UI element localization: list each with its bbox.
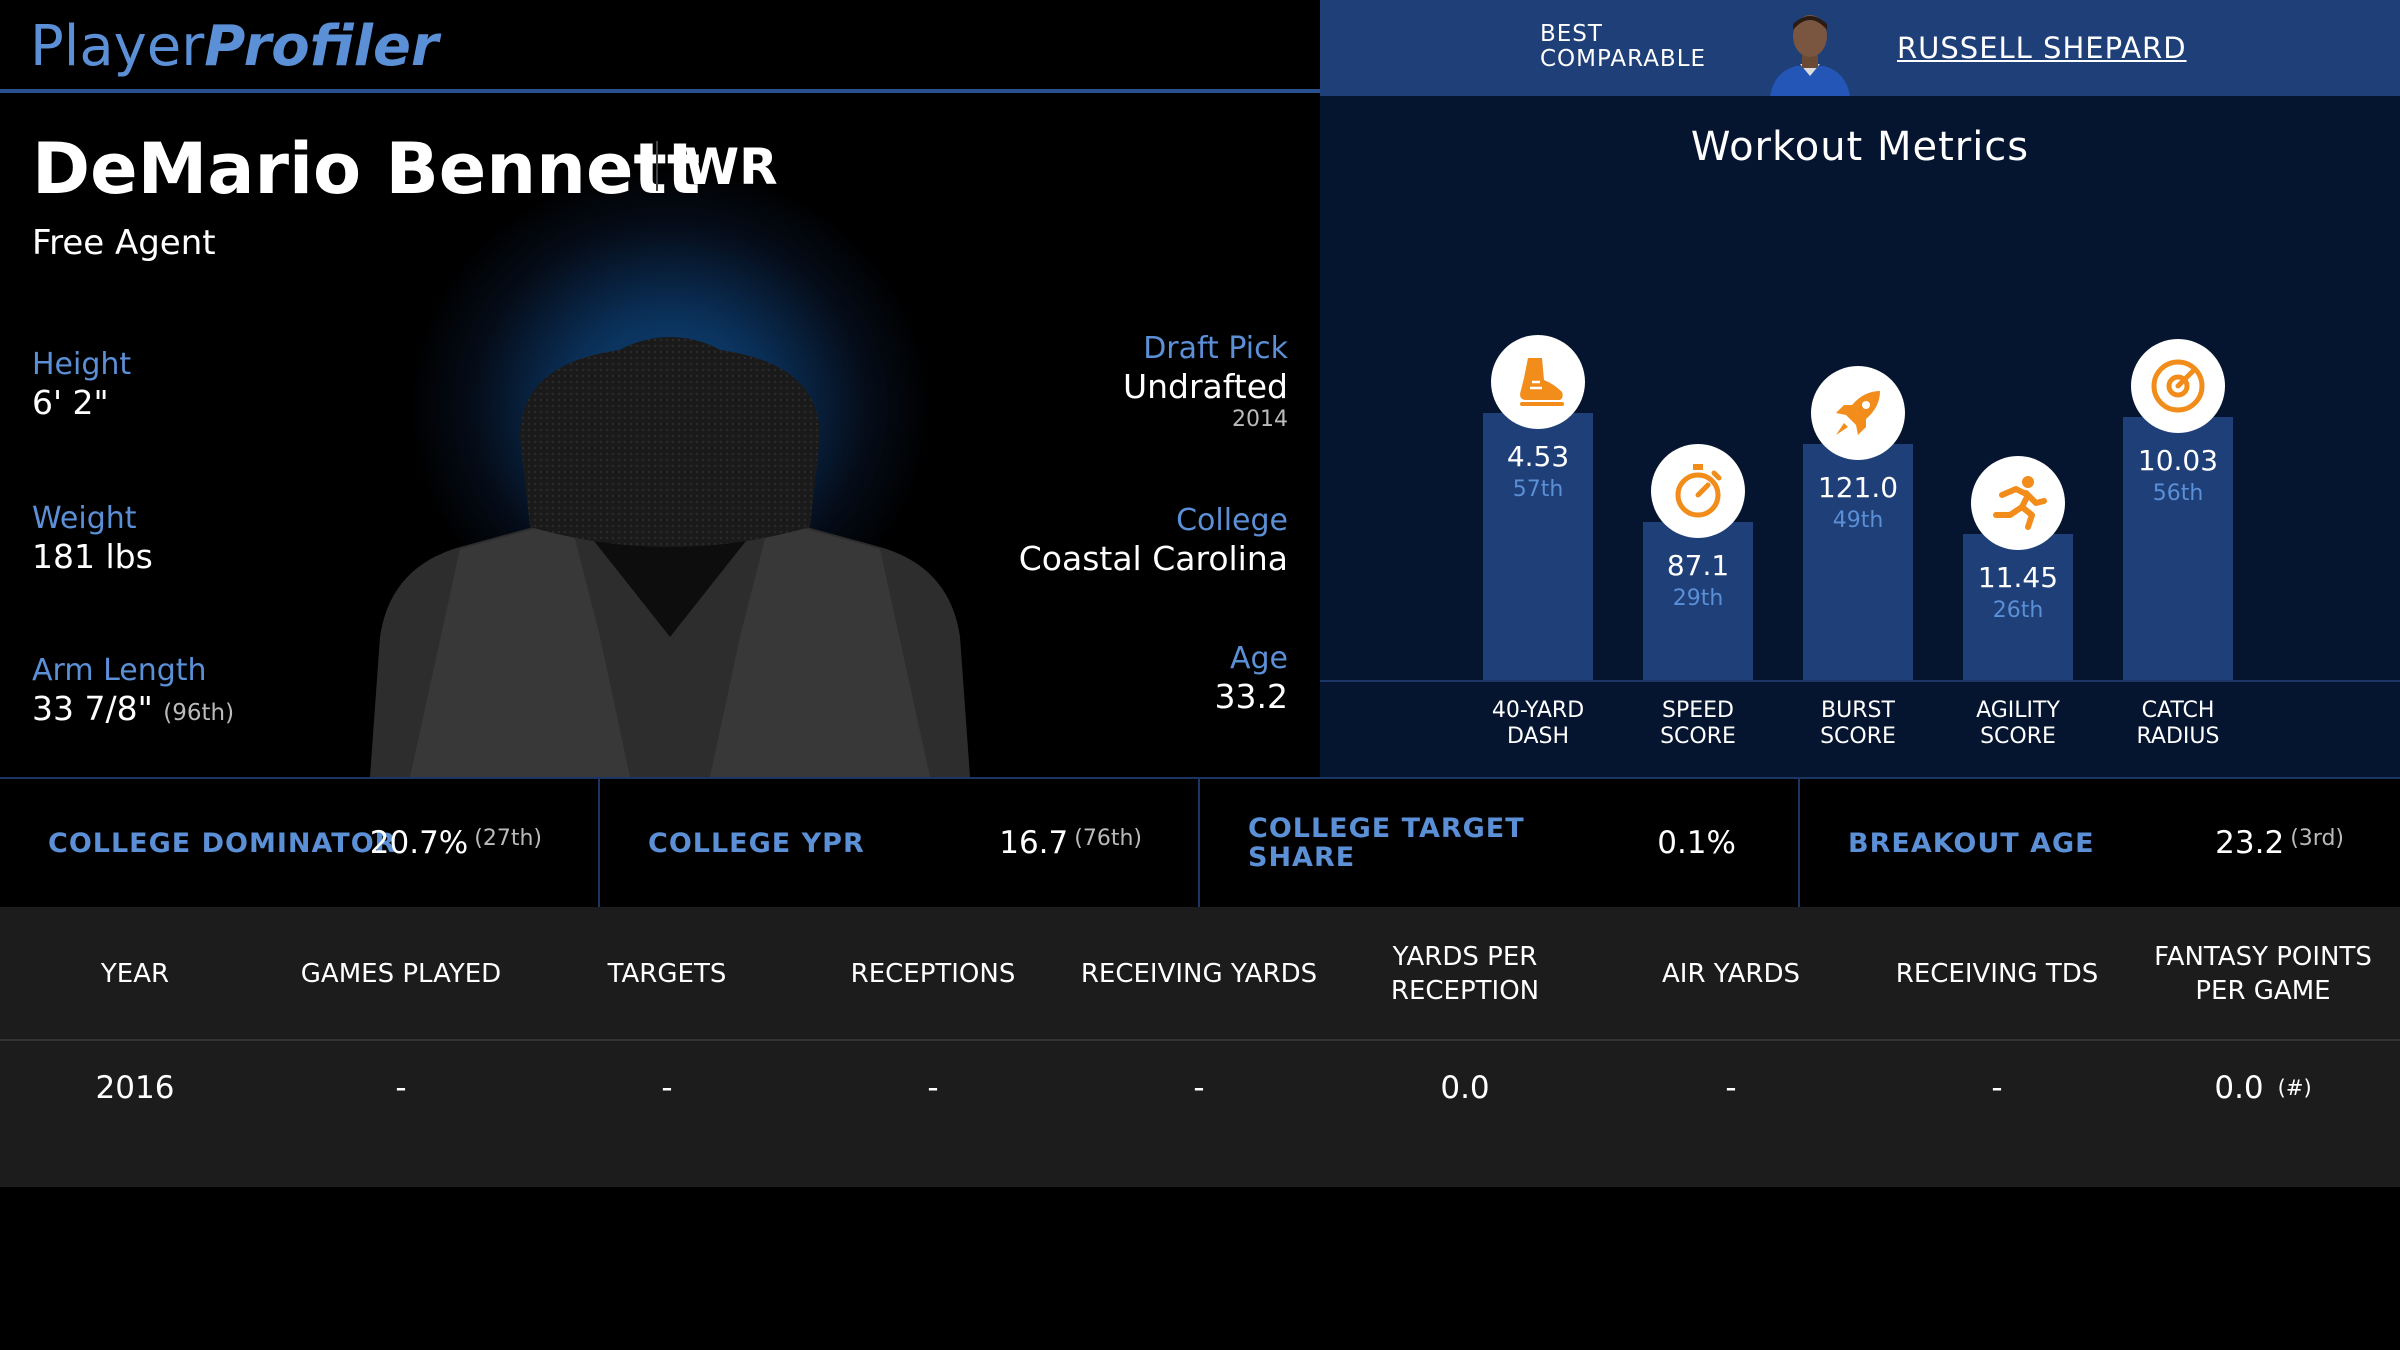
metric-percentile: 49th: [1832, 507, 1884, 533]
college-value[interactable]: Coastal Carolina: [1018, 539, 1288, 578]
cell-year: 2016: [95, 1070, 175, 1106]
breakout-age-cell[interactable]: Breakout Age 23.2 (3rd): [1848, 825, 2344, 861]
site-logo[interactable]: PlayerProfiler: [30, 14, 439, 79]
metric-percentile: 57th: [1512, 476, 1564, 502]
metric-label: Catch Radius: [2136, 698, 2220, 749]
column-header-receiving-tds[interactable]: Receiving TDs: [1895, 959, 2099, 989]
metric-bar-speed-score[interactable]: 87.1 29th: [1643, 521, 1753, 680]
cell-fantasy-points: 0.0 (#): [2214, 1070, 2312, 1106]
column-header-receptions[interactable]: Receptions: [850, 959, 1016, 989]
player-position: WR: [684, 138, 778, 196]
college-ypr-value: 16.7: [999, 825, 1069, 861]
workout-metrics-title: Workout Metrics: [1690, 124, 2030, 170]
metric-value: 10.03: [2137, 443, 2219, 477]
college-dominator-value: 20.7%: [369, 825, 469, 861]
college-ypr-percentile: (76th): [1074, 825, 1142, 851]
metric-label: 40-Yard Dash: [1491, 698, 1585, 749]
cell-games-played: -: [395, 1070, 407, 1106]
player-profile-panel: DeMario Bennett WR Free Agent Height 6' …: [0, 97, 1320, 777]
breakout-age-value: 23.2: [2215, 825, 2285, 861]
cell-air-yards: -: [1725, 1070, 1737, 1106]
column-header-fantasy-points[interactable]: Fantasy Points Per Game: [2154, 942, 2372, 1006]
college-stats-strip: College Dominator 20.7% (27th) College YP…: [0, 777, 2400, 907]
metric-bar-catch-radius[interactable]: 10.03 56th: [2123, 416, 2233, 680]
column-header-games-played[interactable]: Games Played: [300, 959, 502, 989]
college-stat: College Coastal Carolina: [1018, 503, 1288, 578]
metric-bar-agility-score[interactable]: 11.45 26th: [1963, 533, 2073, 680]
cell-yards-per-reception: 0.0: [1440, 1070, 1490, 1106]
cell-receiving-yards: -: [1193, 1070, 1205, 1106]
age-stat: Age 33.2: [1214, 641, 1288, 716]
college-target-share-cell[interactable]: College Target Share 0.1%: [1200, 779, 1800, 907]
metric-value: 4.53: [1506, 439, 1570, 473]
metric-value: 121.0: [1817, 470, 1899, 504]
metric-label: Agility Score: [1976, 698, 2060, 749]
running-shoe-icon: [1491, 334, 1585, 429]
breakout-age-percentile: (3rd): [2290, 825, 2344, 851]
draft-pick-value: Undrafted: [1122, 367, 1288, 406]
college-dominator-percentile: (27th): [474, 825, 542, 851]
arm-length-stat: Arm Length 33 7/8" (96th): [32, 653, 235, 728]
college-target-share-value: 0.1%: [1657, 825, 1736, 861]
table-row: 2016 - - - - 0.0 - - 0.0 (#): [0, 1043, 2400, 1133]
cell-receptions: -: [927, 1070, 939, 1106]
comparable-player-avatar: [1760, 6, 1860, 96]
weight-stat: Weight 181 lbs: [32, 501, 153, 576]
weight-value: 181 lbs: [32, 537, 153, 576]
draft-pick-stat: Draft Pick Undrafted 2014: [1122, 331, 1288, 432]
height-stat: Height 6' 2": [32, 347, 132, 422]
height-value: 6' 2": [32, 383, 109, 422]
metric-value: 87.1: [1666, 548, 1730, 582]
player-silhouette-image: [370, 337, 970, 777]
college-ypr-cell[interactable]: College YPR 16.7 (76th): [600, 779, 1200, 907]
season-stats-table: Year Games Played Targets Receptions Rec…: [0, 907, 2400, 1187]
stopwatch-icon: [1651, 443, 1745, 538]
column-header-targets[interactable]: Targets: [607, 959, 727, 989]
table-header-row: Year Games Played Targets Receptions Rec…: [0, 907, 2400, 1041]
arm-length-value: 33 7/8": [32, 689, 153, 728]
target-icon: [2131, 338, 2225, 433]
age-value: 33.2: [1214, 677, 1288, 716]
cell-receiving-tds: -: [1991, 1070, 2003, 1106]
metric-label: Speed Score: [1660, 698, 1736, 749]
name-divider: [656, 141, 658, 191]
metric-percentile: 29th: [1672, 585, 1724, 611]
arm-length-percentile: (96th): [163, 700, 235, 726]
metric-percentile: 56th: [2152, 480, 2204, 506]
best-comparable-label: Best Comparable: [1540, 21, 1707, 72]
workout-metrics-panel: Workout Metrics 4.53 57th 87.1 29th 121.…: [1320, 96, 2400, 777]
header-bar: PlayerProfiler: [0, 0, 1320, 93]
player-name: DeMario Bennett: [32, 128, 701, 210]
metric-bar-burst-score[interactable]: 121.0 49th: [1803, 443, 1913, 680]
rank-note: (#): [2277, 1076, 2312, 1100]
runner-icon: [1971, 455, 2065, 550]
metric-bar-40-yard-dash[interactable]: 4.53 57th: [1483, 412, 1593, 680]
college-dominator-cell[interactable]: College Dominator 20.7% (27th): [0, 779, 600, 907]
best-comparable-link[interactable]: RUSSELL SHEPARD: [1897, 31, 2187, 65]
cell-targets: -: [661, 1070, 673, 1106]
column-header-yards-per-reception[interactable]: Yards Per Reception: [1390, 942, 1540, 1006]
column-header-year[interactable]: Year: [100, 959, 170, 989]
player-team: Free Agent: [32, 223, 216, 263]
metric-label: Burst Score: [1820, 698, 1896, 749]
draft-year: 2014: [1232, 407, 1288, 432]
column-header-receiving-yards[interactable]: Receiving Yards: [1080, 959, 1318, 989]
best-comparable-bar: Best Comparable RUSSELL SHEPARD: [1320, 0, 2400, 96]
column-header-air-yards[interactable]: Air Yards: [1661, 959, 1801, 989]
metric-value: 11.45: [1977, 560, 2059, 594]
metric-percentile: 26th: [1992, 597, 2044, 623]
rocket-icon: [1811, 365, 1905, 460]
chart-baseline: [1320, 680, 2400, 682]
